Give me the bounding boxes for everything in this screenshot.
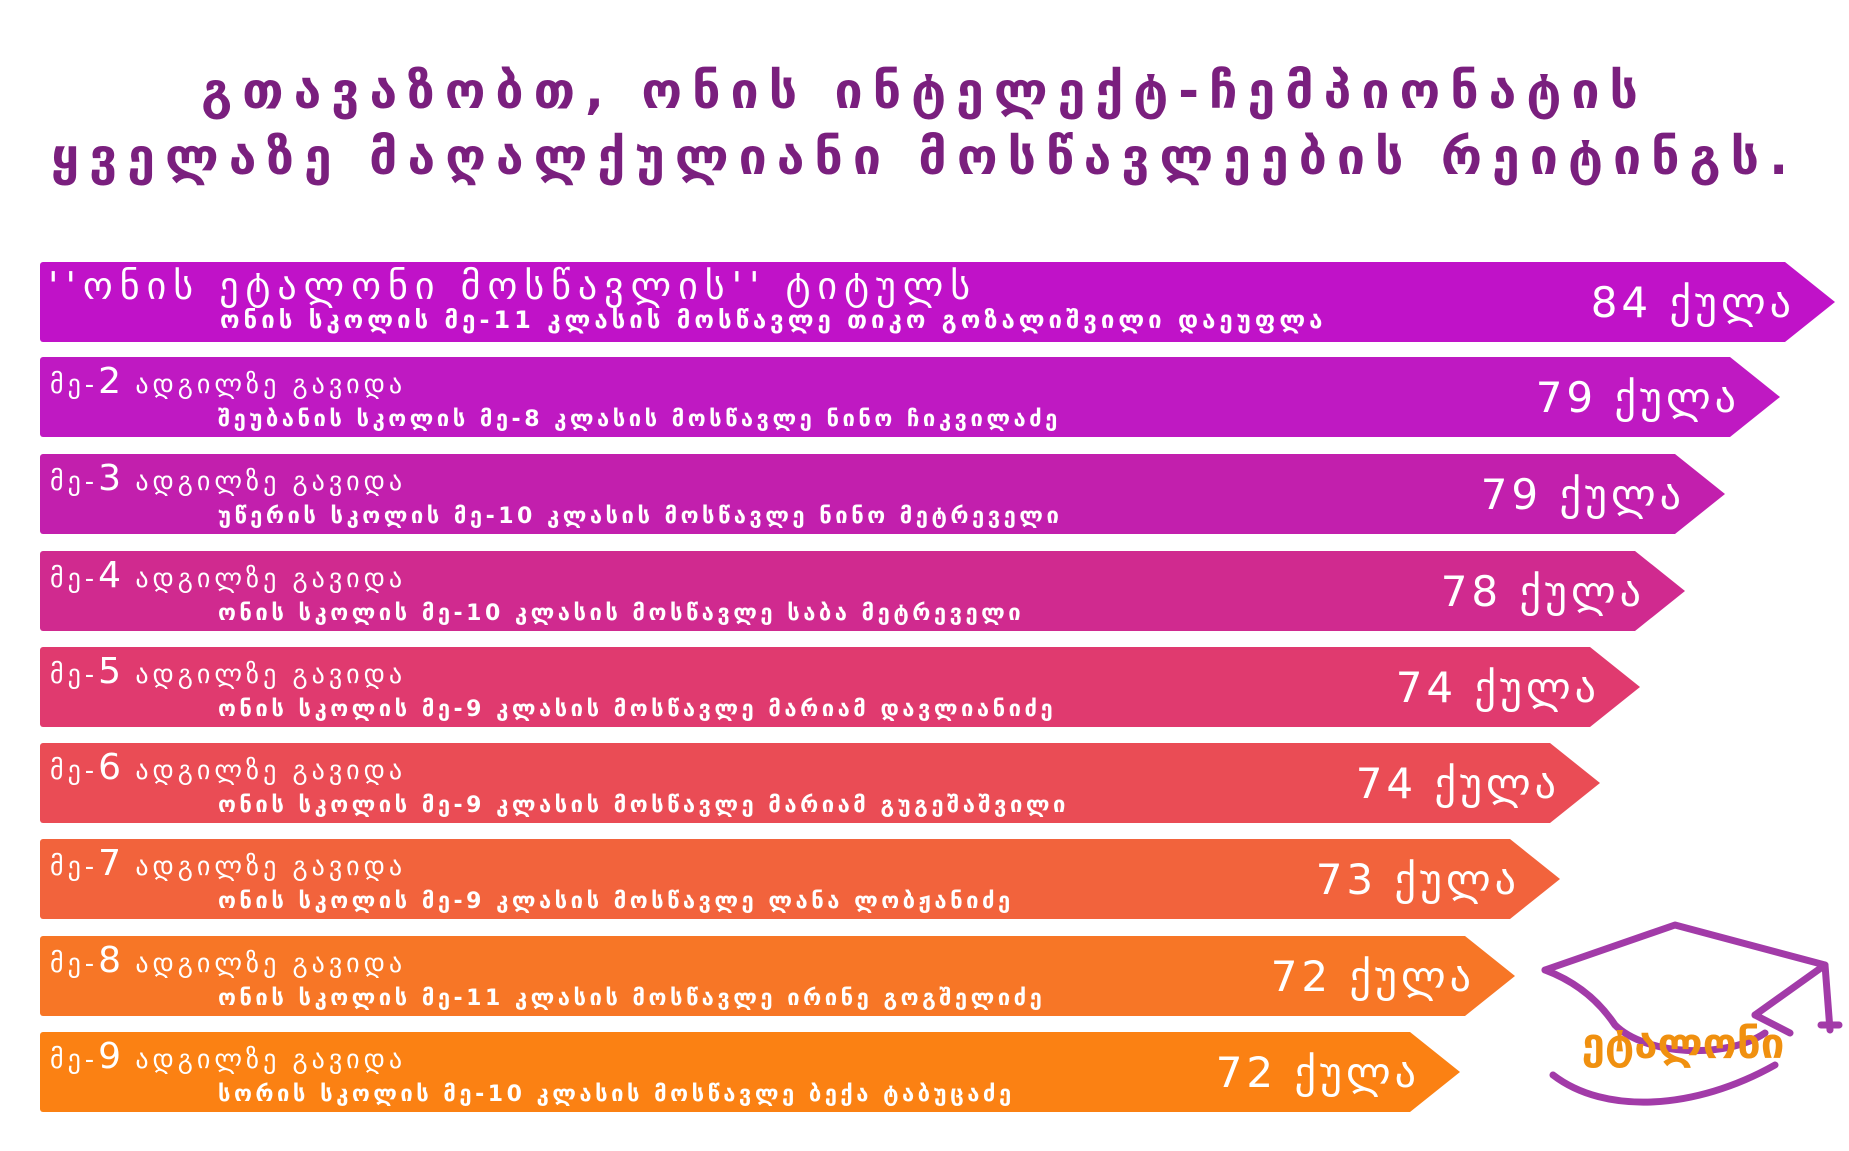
ranking-student: სორის სკოლის მე-10 კლასის მოსწავლე ბექა … [218,1082,1015,1107]
ranking-place: მე-9 ადგილზე გავიდა [50,1036,407,1077]
ranking-row-4: მე-4 ადგილზე გავიდა ონის სკოლის მე-10 კლ… [40,551,1685,631]
cap-swoosh-icon [1549,1061,1779,1106]
cap-band-icon [1541,966,1794,1055]
ranking-place: მე-3 ადგილზე გავიდა [50,458,407,499]
ranking-row-3: მე-3 ადგილზე გავიდა უწერის სკოლის მე-10 … [40,454,1725,534]
ranking-score: 72 ქულა [1215,1048,1420,1097]
ranking-row-5: მე-5 ადგილზე გავიდა ონის სკოლის მე-9 კლა… [40,647,1640,727]
ranking-score: 74 ქულა [1355,759,1560,808]
ranking-score: 73 ქულა [1315,855,1520,904]
ranking-student: ონის სკოლის მე-9 კლასის მოსწავლე მარიამ … [218,793,1069,818]
ranking-row-9: მე-9 ადგილზე გავიდა სორის სკოლის მე-10 კ… [40,1032,1460,1112]
ranking-score: 72 ქულა [1270,952,1475,1001]
ranking-place: მე-2 ადგილზე გავიდა [50,361,407,402]
ranking-row-7: მე-7 ადგილზე გავიდა ონის სკოლის მე-9 კლა… [40,839,1560,919]
ranking-student: ონის სკოლის მე-11 კლასის მოსწავლე თიკო გ… [220,306,1327,334]
ranking-student: უწერის სკოლის მე-10 კლასის მოსწავლე ნინო… [218,504,1063,529]
ranking-student: ონის სკოლის მე-11 კლასის მოსწავლე ირინე … [218,986,1046,1011]
ranking-place: მე-8 ადგილზე გავიდა [50,940,407,981]
ranking-score: 78 ქულა [1440,567,1645,616]
cap-tassel-icon [1817,961,1843,1034]
graduation-cap-icon [1541,921,1829,1019]
title-line-2: ყველაზე მაღალქულიანი მოსწავლეების რეიტინ… [50,128,1799,186]
ranking-score: 84 ქულა [1590,278,1795,327]
ranking-place: მე-4 ადგილზე გავიდა [50,555,407,596]
logo-text: ეტალონი [1582,1019,1785,1068]
etaloni-logo: ეტალონი [1541,921,1843,1106]
page-title: გთავაზობთ, ონის ინტელექტ-ჩემპიონატის ყვე… [0,58,1849,190]
ranking-row-1: ''ონის ეტალონი მოსწავლის'' ტიტულს ონის ს… [40,262,1835,342]
ranking-student: ონის სკოლის მე-10 კლასის მოსწავლე საბა მ… [218,601,1025,626]
ranking-score: 79 ქულა [1535,373,1740,422]
ranking-row-8: მე-8 ადგილზე გავიდა ონის სკოლის მე-11 კლ… [40,936,1515,1016]
ranking-place: მე-5 ადგილზე გავიდა [50,651,407,692]
ranking-student: ონის სკოლის მე-9 კლასის მოსწავლე მარიამ … [218,697,1057,722]
ranking-title: ''ონის ეტალონი მოსწავლის'' ტიტულს [48,264,978,308]
ranking-score: 74 ქულა [1395,663,1600,712]
title-line-1: გთავაზობთ, ონის ინტელექტ-ჩემპიონატის [201,62,1648,120]
ranking-place: მე-7 ადგილზე გავიდა [50,843,407,884]
ranking-score: 79 ქულა [1480,470,1685,519]
ranking-student: ონის სკოლის მე-9 კლასის მოსწავლე ლანა ლო… [218,889,1014,914]
ranking-place: მე-6 ადგილზე გავიდა [50,747,407,788]
ranking-row-2: მე-2 ადგილზე გავიდა შეუბანის სკოლის მე-8… [40,357,1780,437]
ranking-student: შეუბანის სკოლის მე-8 კლასის მოსწავლე ნინ… [218,407,1061,432]
ranking-row-6: მე-6 ადგილზე გავიდა ონის სკოლის მე-9 კლა… [40,743,1600,823]
